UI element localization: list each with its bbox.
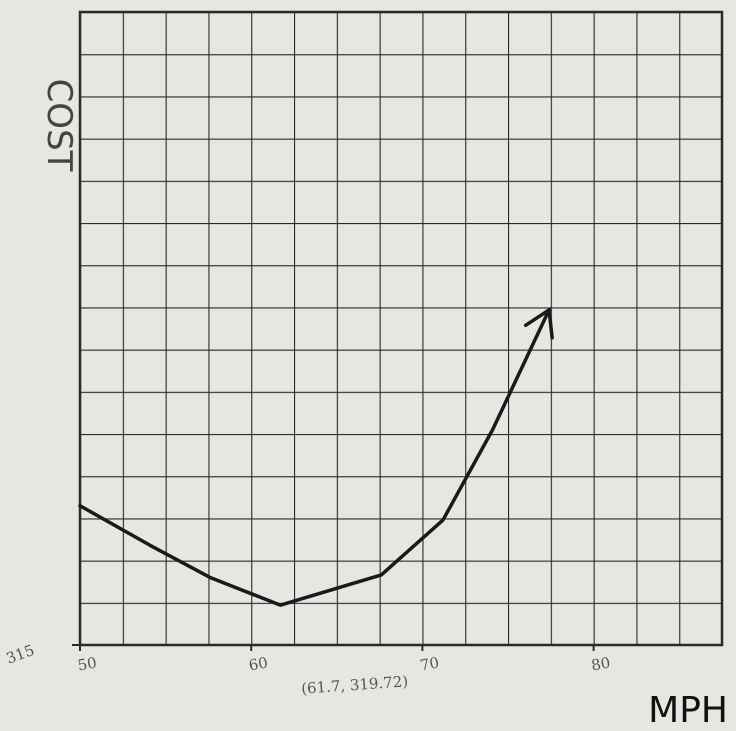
- x-tick-label: 80: [590, 654, 612, 675]
- x-tick-label: 50: [76, 654, 98, 675]
- chart: COST MPH (61.7, 319.72) 50607080315: [0, 0, 736, 731]
- grid: [80, 12, 722, 645]
- x-tick-label: 70: [419, 654, 441, 675]
- y-axis-label: COST: [39, 79, 79, 172]
- x-axis-label: MPH: [648, 690, 728, 731]
- x-tick-label: 60: [247, 654, 269, 675]
